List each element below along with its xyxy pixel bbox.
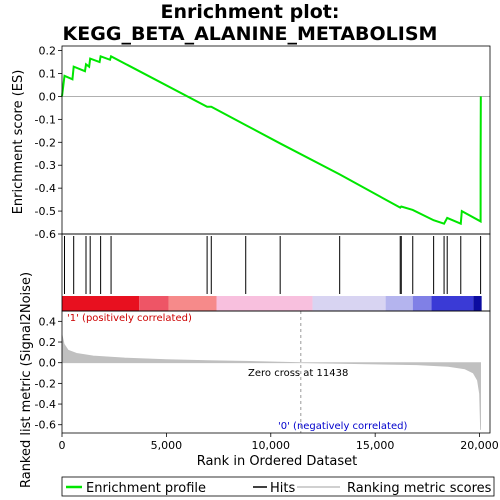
es-plot-bg	[62, 46, 490, 234]
negative-correlation-label: '0' (negatively correlated)	[278, 421, 407, 432]
legend-hits-label: Hits	[270, 481, 295, 496]
es-curve	[61, 54, 490, 226]
es-tick-label: -0.4	[35, 182, 56, 195]
x-tick-label: 0	[59, 439, 66, 452]
plot-backgrounds	[62, 46, 490, 433]
metric-plot-frame	[61, 310, 491, 434]
es-tick-label: -0.1	[35, 113, 56, 126]
color-bar-segment	[62, 296, 140, 311]
es-tick-label: 0.0	[39, 90, 57, 103]
legend-box	[61, 476, 495, 497]
x-tick-label: 10,000	[252, 439, 291, 452]
color-bar-segment	[473, 296, 482, 311]
es-tick-label: 0.2	[39, 45, 57, 58]
x-tick-label: 20,000	[460, 439, 499, 452]
metric-tick-label: -0.6	[35, 419, 56, 432]
metric-tick-label: 0.0	[39, 357, 57, 370]
es-axis-label: Enrichment score (ES)	[11, 70, 26, 215]
zero-cross-label: Zero cross at 11438	[248, 368, 348, 379]
es-tick-label: -0.6	[35, 228, 56, 241]
color-bar	[62, 296, 482, 311]
metric-tick-label: 0.2	[39, 336, 57, 349]
x-tick-label: 5,000	[151, 439, 183, 452]
tick-marks-and-labels: 0.2 0.1 0.0 -0.1 -0.2 -0.3 -0.4 -0.5 -0.6 0.4 0.2 0…	[35, 45, 499, 452]
es-tick-label: -0.3	[35, 159, 56, 172]
chart-title-line1: Enrichment plot:	[161, 1, 340, 23]
color-bar-segment	[385, 296, 413, 311]
metric-axis-label: Ranked list metric (Signal2Noise)	[19, 272, 34, 488]
chart-title-line2: KEGG_BETA_ALANINE_METABOLISM	[63, 23, 438, 45]
legend-metric-label: Ranking metric scores	[347, 481, 492, 496]
color-bar-segment	[431, 296, 474, 311]
color-bar-segment	[412, 296, 432, 311]
color-bar-segment	[139, 296, 169, 311]
legend-es-label: Enrichment profile	[86, 481, 206, 496]
color-bar-segment	[216, 296, 313, 311]
metric-tick-label: 0.4	[39, 315, 57, 328]
x-axis-label: Rank in Ordered Dataset	[197, 454, 358, 469]
metric-area	[61, 311, 482, 433]
es-tick-label: -0.5	[35, 205, 56, 218]
es-tick-label: 0.1	[39, 68, 57, 81]
plot-frames	[61, 45, 491, 434]
es-curve-line	[61, 54, 482, 226]
metric-area-path	[61, 334, 482, 430]
es-tick-label: -0.2	[35, 136, 56, 149]
legend: Enrichment profile Hits Ranking metric s…	[61, 476, 495, 497]
x-tick-label: 15,000	[356, 439, 395, 452]
color-bar-segment	[168, 296, 217, 311]
hit-markers	[64, 236, 482, 294]
positive-correlation-label: '1' (positively correlated)	[67, 313, 192, 324]
color-bar-segment	[312, 296, 386, 311]
metric-tick-label: -0.2	[35, 377, 56, 390]
metric-plot-bg	[62, 311, 490, 433]
metric-tick-label: -0.4	[35, 398, 56, 411]
